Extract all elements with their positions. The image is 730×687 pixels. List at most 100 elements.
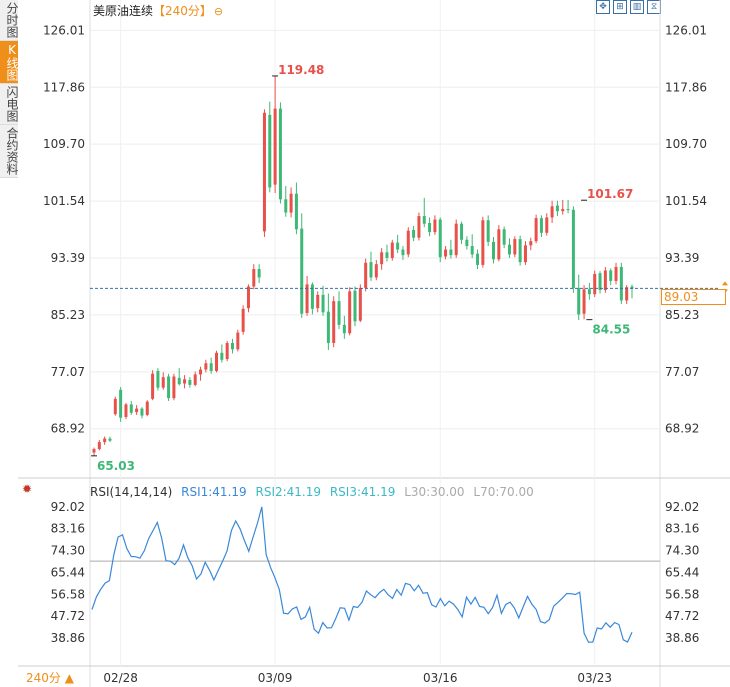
candle-body [284, 199, 288, 213]
extreme-label: 119.48 [278, 63, 324, 77]
kline-y-tick-right: 93.39 [665, 251, 699, 265]
candle-body [241, 308, 245, 332]
instrument-name: 美原油连续 [93, 4, 154, 18]
period-selector-button[interactable]: 240分 ▲ [26, 671, 74, 685]
candle-body [151, 373, 155, 399]
tab-time-share[interactable]: 分时图 [0, 0, 19, 41]
candle-body [257, 269, 261, 278]
candle-body [199, 369, 203, 375]
candle-body [289, 193, 293, 213]
candle-body [513, 239, 517, 255]
collapse-icon[interactable]: ⊖ [213, 5, 224, 18]
move-icon[interactable]: ✥ [596, 0, 610, 14]
rsi-y-tick-right: 83.16 [665, 522, 699, 536]
candle-body [523, 245, 527, 263]
candle-body [246, 286, 250, 309]
zoom-in-icon[interactable]: ⊞ [613, 0, 627, 14]
tab-kline[interactable]: K线图 [0, 41, 19, 84]
kline-y-tick-right: 126.01 [665, 23, 707, 37]
rsi-y-tick-right: 74.30 [665, 544, 699, 558]
candle-body [193, 374, 197, 385]
tab-contract-info[interactable]: 合约资料 [0, 125, 19, 178]
candle-body [353, 290, 357, 322]
candle-body [209, 363, 213, 371]
candle-body [374, 264, 378, 278]
candle-body [460, 223, 464, 240]
candle-body [465, 239, 469, 247]
candle-body [545, 217, 549, 233]
candle-body [332, 301, 336, 344]
candle-body [422, 216, 426, 224]
rsi-y-tick-left: 38.86 [51, 631, 85, 645]
kline-y-tick-left: 117.86 [43, 80, 85, 94]
candle-body [316, 294, 320, 309]
candle-body [321, 294, 325, 313]
candle-body [348, 291, 352, 334]
candle-body [177, 377, 181, 385]
extreme-label: 101.67 [587, 187, 633, 201]
rsi-y-tick-left: 65.44 [51, 565, 85, 579]
candle-body [167, 376, 171, 399]
candle-body [113, 398, 117, 415]
candle-body [566, 209, 570, 211]
candle-body [582, 289, 586, 314]
time-axis-label: 03/09 [258, 671, 293, 685]
rsi-legend-l70: L70:70.00 [473, 485, 534, 499]
candle-body [252, 269, 256, 287]
candle-body [310, 284, 314, 309]
candle-body [236, 332, 240, 350]
candle-body [444, 249, 448, 257]
candle-body [230, 343, 234, 350]
tab-flash[interactable]: 闪电图 [0, 84, 19, 125]
rsi-legend-title: RSI(14,14,14) [90, 485, 173, 499]
candle-body [406, 230, 410, 255]
candle-body [529, 241, 533, 246]
rsi-y-tick-left: 74.30 [51, 544, 85, 558]
candle-body [625, 287, 629, 301]
candle-body [534, 218, 538, 242]
candle-body [358, 287, 362, 321]
extreme-label: 84.55 [592, 323, 630, 337]
candle-body [385, 252, 389, 258]
indicator-settings-icon[interactable]: ✹ [21, 482, 33, 496]
kline-y-tick-left: 101.54 [43, 194, 85, 208]
candle-body [278, 108, 282, 200]
candle-body [476, 253, 480, 265]
candle-body [502, 229, 506, 245]
rsi-y-tick-right: 92.02 [665, 500, 699, 514]
candle-body [342, 324, 346, 334]
candle-body [92, 449, 96, 453]
kline-y-tick-right: 117.86 [665, 80, 707, 94]
extreme-label: 65.03 [97, 459, 135, 473]
candle-body [97, 442, 101, 450]
candle-body [598, 273, 602, 290]
candle-body [103, 438, 107, 443]
candle-body [300, 228, 304, 314]
candle-body [262, 112, 266, 232]
candle-body [630, 286, 634, 289]
candle-body [161, 377, 165, 388]
rsi-y-tick-left: 92.02 [51, 500, 85, 514]
rsi-y-tick-right: 47.72 [665, 609, 699, 623]
candle-body [204, 363, 208, 370]
time-axis-label: 03/23 [577, 671, 612, 685]
rsi-line-rsi1 [91, 506, 633, 643]
candle-body [449, 249, 453, 256]
candle-body [428, 223, 432, 233]
candle-body [145, 401, 149, 415]
rsi-y-tick-left: 56.58 [51, 587, 85, 601]
candle-body [539, 218, 543, 233]
candle-body [273, 108, 277, 185]
candle-body [577, 287, 581, 315]
candle-body [603, 270, 607, 290]
candle-body [555, 205, 559, 212]
chart-type-icon[interactable]: ▥ [630, 0, 644, 14]
kline-y-tick-right: 77.07 [665, 365, 699, 379]
kline-y-tick-right: 109.70 [665, 137, 707, 151]
candle-body [129, 404, 133, 413]
candle-body [438, 219, 442, 258]
candle-body [326, 311, 330, 344]
rsi-legend-rsi3: RSI3:41.19 [329, 485, 396, 499]
rsi-legend-rsi2: RSI2:41.19 [255, 485, 322, 499]
